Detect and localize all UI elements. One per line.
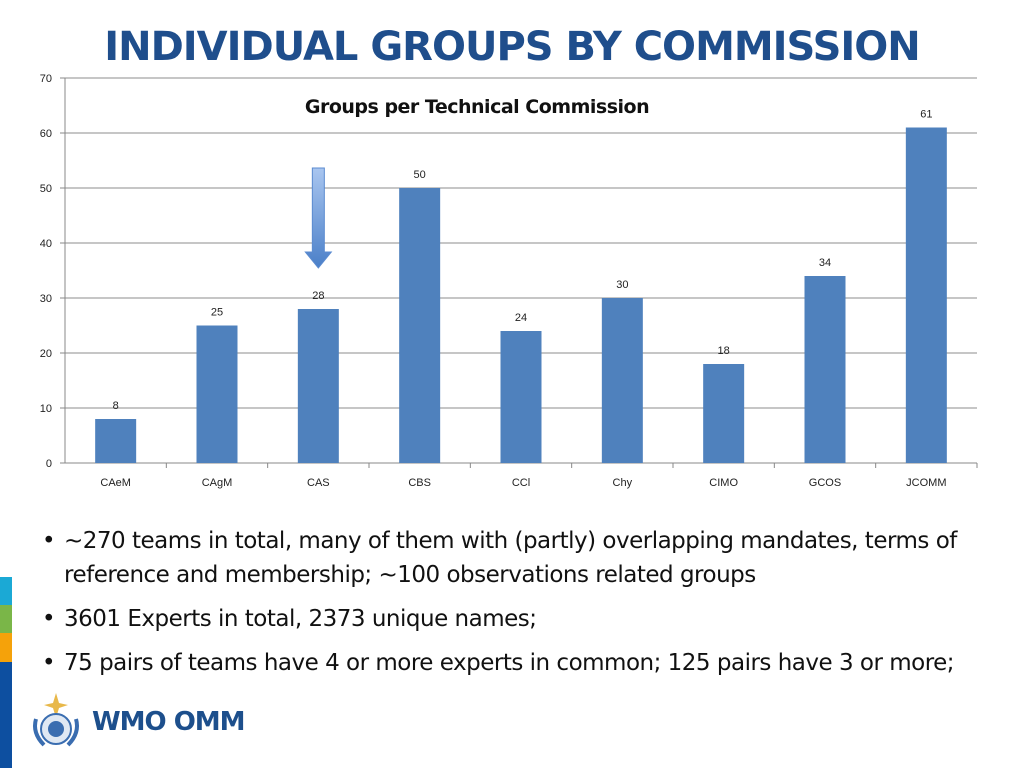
bar-chy xyxy=(601,298,643,463)
x-tick-label: Chy xyxy=(613,477,633,489)
y-tick-label: 60 xyxy=(40,128,52,140)
bar-cas xyxy=(297,309,339,463)
x-tick-label: CIMO xyxy=(709,477,738,489)
data-label: 8 xyxy=(113,400,119,412)
stripe-blue xyxy=(0,662,12,768)
logo-text: WMO OMM xyxy=(92,707,246,737)
y-tick-label: 30 xyxy=(40,293,52,305)
slide-title: INDIVIDUAL GROUPS BY COMMISSION xyxy=(104,24,921,70)
y-tick-label: 10 xyxy=(40,403,52,415)
chart-title: Groups per Technical Commission xyxy=(305,96,649,118)
x-tick-label: CAeM xyxy=(100,477,131,489)
bullet-list: ~270 teams in total, many of them with (… xyxy=(42,524,1002,690)
stripe-cyan xyxy=(0,577,12,605)
stripe-green xyxy=(0,605,12,633)
bar-jcomm xyxy=(905,127,947,463)
y-tick-label: 0 xyxy=(46,458,52,470)
bar-cagm xyxy=(196,325,238,463)
bar-ccl xyxy=(500,331,542,463)
bullet-item: 3601 Experts in total, 2373 unique names… xyxy=(42,602,1002,636)
data-label: 61 xyxy=(920,109,932,121)
data-label: 30 xyxy=(616,279,628,291)
data-label: 28 xyxy=(312,290,324,302)
x-tick-label: CAS xyxy=(307,477,330,489)
data-label: 24 xyxy=(515,312,527,324)
x-tick-label: CCl xyxy=(512,477,530,489)
y-tick-label: 50 xyxy=(40,183,52,195)
x-tick-label: CAgM xyxy=(202,477,233,489)
x-tick-label: GCOS xyxy=(809,477,841,489)
data-label: 18 xyxy=(718,345,730,357)
y-tick-label: 70 xyxy=(40,73,52,85)
data-label: 25 xyxy=(211,307,223,319)
y-tick-label: 20 xyxy=(40,348,52,360)
down-arrow-icon xyxy=(304,167,333,269)
bar-cbs xyxy=(399,188,441,463)
y-tick-label: 40 xyxy=(40,238,52,250)
wmo-emblem-icon xyxy=(33,693,79,747)
data-label: 50 xyxy=(414,169,426,181)
data-label: 34 xyxy=(819,257,831,269)
bullet-item: 75 pairs of teams have 4 or more experts… xyxy=(42,646,1002,680)
wmo-logo: WMO OMM xyxy=(28,693,246,751)
x-tick-label: JCOMM xyxy=(906,477,946,489)
bar-caem xyxy=(95,419,137,463)
bar-gcos xyxy=(804,276,846,463)
bullet-item: ~270 teams in total, many of them with (… xyxy=(42,524,1002,592)
stripe-orange xyxy=(0,633,12,662)
bar-cimo xyxy=(703,364,745,463)
x-tick-label: CBS xyxy=(408,477,431,489)
